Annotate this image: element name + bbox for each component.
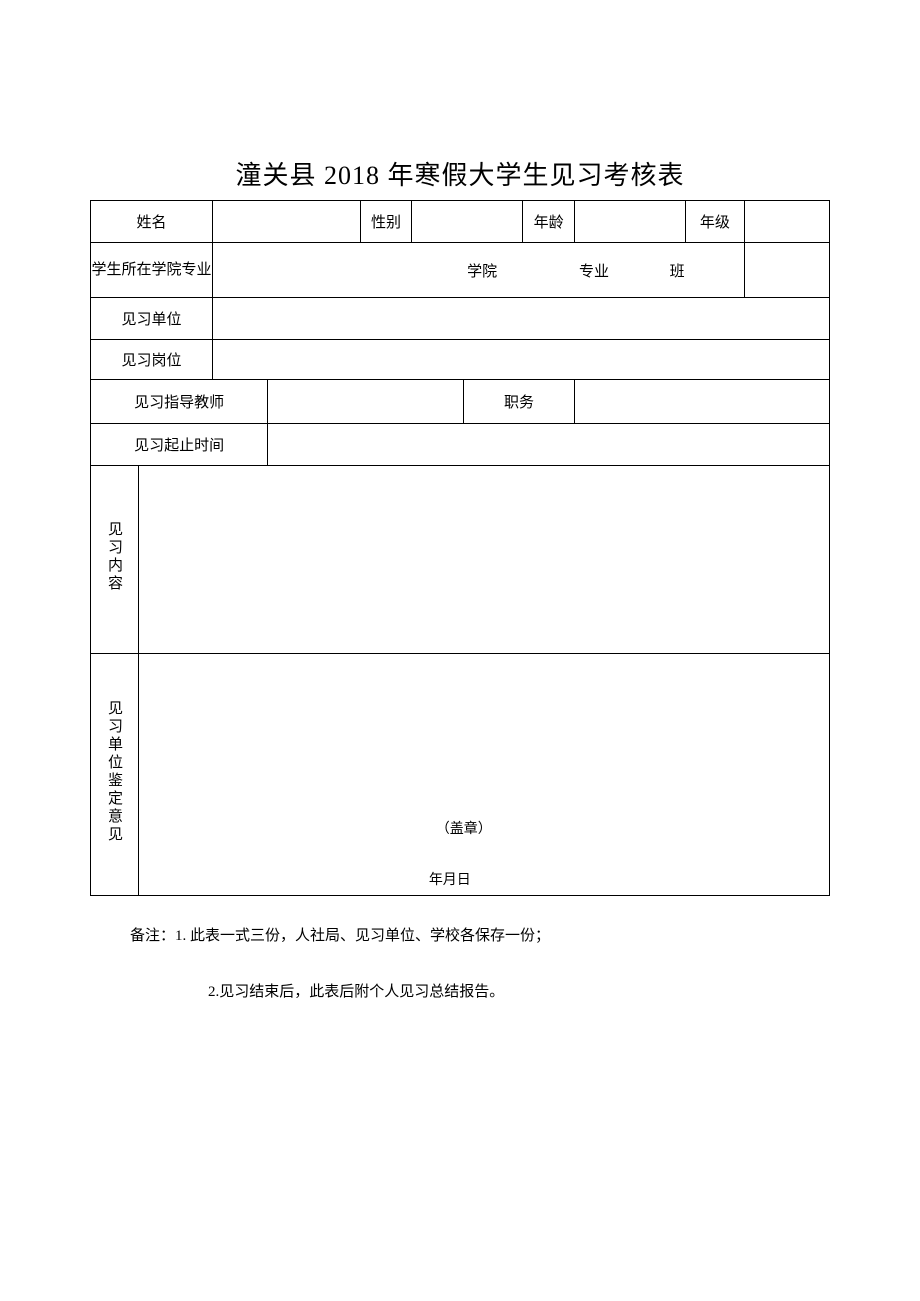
class-word: 班 bbox=[670, 264, 685, 280]
school-major-field[interactable]: 学院 专业 班 bbox=[212, 243, 744, 298]
school-major-label: 学生所在学院专业 bbox=[91, 243, 213, 298]
gender-field[interactable] bbox=[412, 201, 523, 243]
table-row: 见习内容 bbox=[91, 466, 830, 654]
opinion-label: 见习单位鉴定意见 bbox=[91, 654, 139, 896]
college-word: 学院 bbox=[467, 264, 497, 280]
notes-section: 备注：1. 此表一式三份，人社局、见习单位、学校各保存一份； 2.见习结束后，此… bbox=[90, 924, 830, 1004]
table-row: 见习起止时间 bbox=[91, 424, 830, 466]
duty-label: 职务 bbox=[464, 380, 575, 424]
major-word: 专业 bbox=[579, 264, 609, 280]
teacher-field[interactable] bbox=[268, 380, 464, 424]
table-row: 学生所在学院专业 学院 专业 班 bbox=[91, 243, 830, 298]
table-row: 见习指导教师 职务 bbox=[91, 380, 830, 424]
content-label: 见习内容 bbox=[91, 466, 139, 654]
table-row: 见习单位鉴定意见 （盖章） 年月日 bbox=[91, 654, 830, 896]
teacher-label: 见习指导教师 bbox=[91, 380, 268, 424]
note-2: 2.见习结束后，此表后附个人见习总结报告。 bbox=[130, 980, 830, 1004]
page-title: 潼关县 2018 年寒假大学生见习考核表 bbox=[90, 155, 830, 192]
period-label: 见习起止时间 bbox=[91, 424, 268, 466]
age-label: 年龄 bbox=[523, 201, 575, 243]
school-extra-field[interactable] bbox=[744, 243, 829, 298]
internship-position-label: 见习岗位 bbox=[91, 340, 213, 380]
internship-position-field[interactable] bbox=[212, 340, 829, 380]
period-field[interactable] bbox=[268, 424, 830, 466]
opinion-field[interactable]: （盖章） 年月日 bbox=[139, 654, 830, 896]
internship-unit-label: 见习单位 bbox=[91, 298, 213, 340]
age-field[interactable] bbox=[574, 201, 685, 243]
stamp-area: （盖章） 年月日 bbox=[139, 654, 829, 895]
duty-field[interactable] bbox=[574, 380, 829, 424]
content-field[interactable] bbox=[139, 466, 830, 654]
grade-field[interactable] bbox=[744, 201, 829, 243]
form-page: 潼关县 2018 年寒假大学生见习考核表 姓名 性别 年龄 年 bbox=[0, 0, 920, 1004]
table-row: 姓名 性别 年龄 年级 bbox=[91, 201, 830, 243]
date-text: 年月日 bbox=[429, 869, 471, 889]
gender-label: 性别 bbox=[360, 201, 412, 243]
assessment-table: 姓名 性别 年龄 年级 学生所在学院专业 学院 专业 班 bbox=[90, 200, 830, 896]
internship-unit-field[interactable] bbox=[212, 298, 829, 340]
seal-text: （盖章） bbox=[436, 818, 492, 838]
name-field[interactable] bbox=[212, 201, 360, 243]
grade-label: 年级 bbox=[685, 201, 744, 243]
table-row: 见习单位 bbox=[91, 298, 830, 340]
note-1: 备注：1. 此表一式三份，人社局、见习单位、学校各保存一份； bbox=[130, 924, 830, 948]
table-row: 见习岗位 bbox=[91, 340, 830, 380]
name-label: 姓名 bbox=[91, 201, 213, 243]
